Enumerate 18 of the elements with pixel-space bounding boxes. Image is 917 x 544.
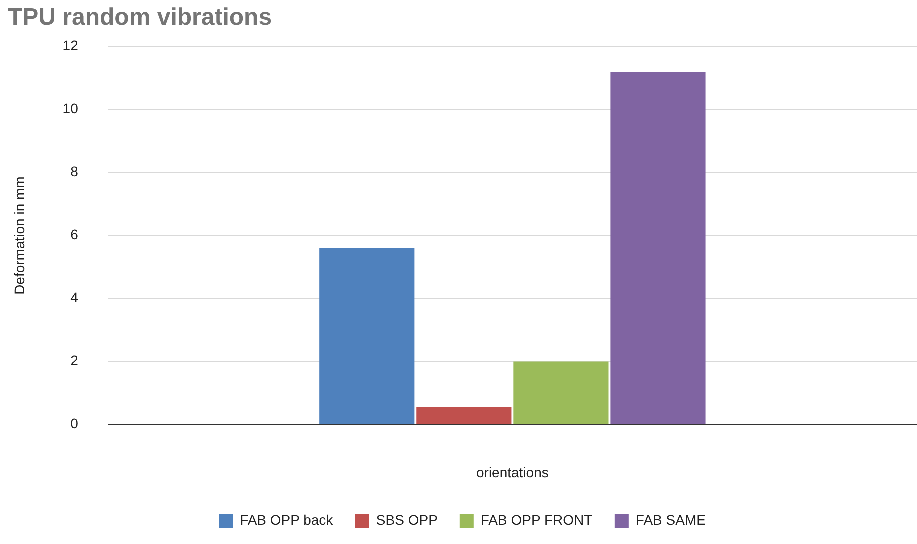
legend-label: FAB OPP back: [240, 512, 334, 528]
chart-title: TPU random vibrations: [8, 4, 272, 32]
y-tick-label: 10: [62, 100, 79, 117]
bar: [514, 362, 609, 424]
bar: [416, 407, 512, 424]
y-tick-label: 0: [70, 416, 79, 432]
legend-label: SBS OPP: [376, 512, 438, 528]
y-tick-label: 4: [70, 290, 79, 306]
y-axis-title: Deformation in mm: [11, 176, 28, 295]
legend-label: FAB SAME: [636, 512, 706, 528]
y-tick-label: 8: [70, 164, 79, 180]
bar: [320, 248, 415, 424]
bar: [610, 72, 706, 424]
y-tick-label: 6: [70, 226, 79, 243]
x-axis-title: orientations: [476, 464, 549, 480]
legend-label: FAB OPP FRONT: [480, 512, 594, 528]
y-tick-label: 2: [70, 352, 79, 369]
y-tick-label: 12: [62, 38, 79, 54]
